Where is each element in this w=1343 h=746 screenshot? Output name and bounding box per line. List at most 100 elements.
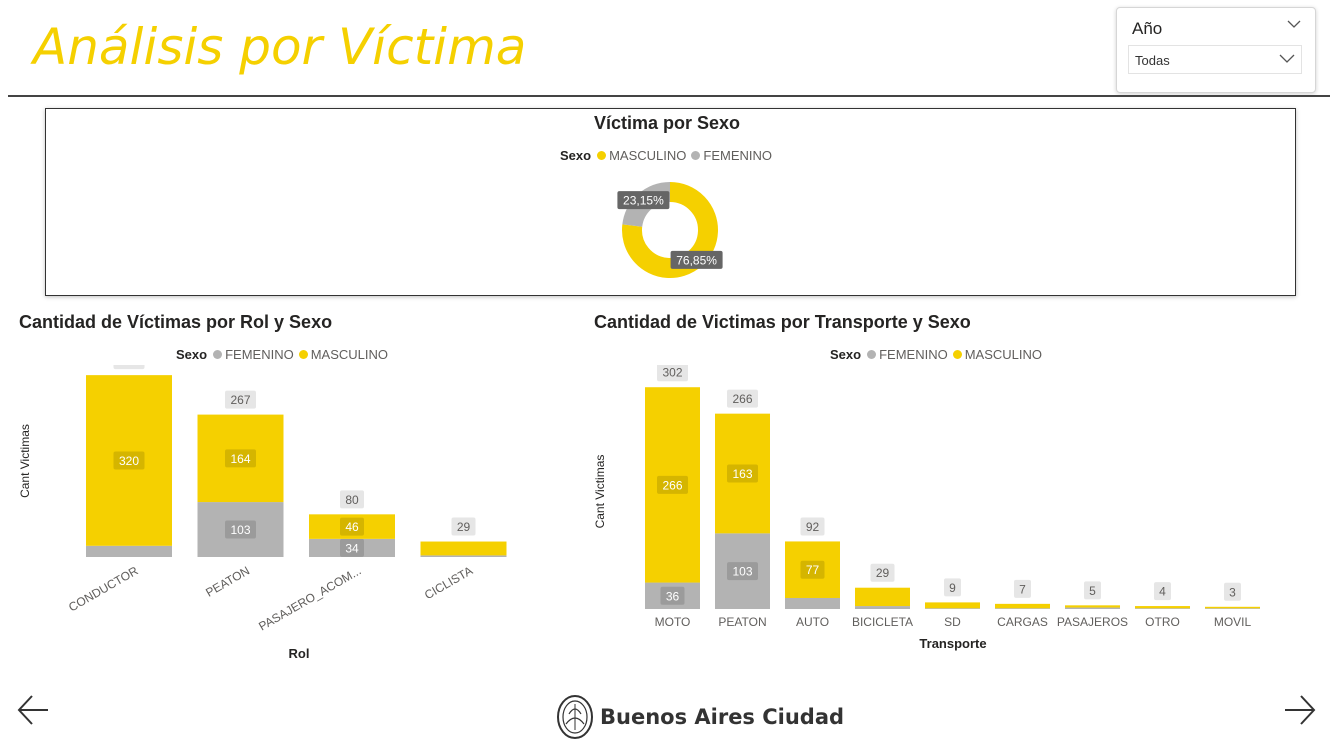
bar-segment-masculino[interactable]: [309, 514, 395, 539]
svg-text:29: 29: [876, 566, 890, 580]
bar-segment-femenino[interactable]: [1205, 608, 1260, 609]
data-label: 164: [225, 449, 256, 468]
total-label: 266: [727, 389, 758, 408]
year-slicer[interactable]: Año Todas: [1116, 7, 1316, 93]
bar-segment-femenino[interactable]: [645, 582, 700, 609]
bar-segment-femenino[interactable]: [197, 502, 284, 557]
bar-segment-masculino[interactable]: [645, 387, 700, 583]
data-label: 46: [340, 517, 364, 536]
legend-item-femenino[interactable]: FEMENINO: [213, 347, 294, 362]
svg-text:103: 103: [732, 565, 752, 579]
x-tick-label: PASAJEROS: [1057, 615, 1128, 629]
title-divider: [8, 95, 1330, 97]
total-label: 80: [340, 490, 364, 509]
legend-label: MASCULINO: [310, 347, 388, 362]
legend-label: FEMENINO: [703, 148, 772, 163]
svg-text:266: 266: [732, 392, 752, 406]
svg-text:341: 341: [119, 365, 139, 368]
bar-segment-femenino[interactable]: [785, 597, 840, 609]
bar-segment-femenino[interactable]: [86, 545, 172, 557]
bar-segment-femenino[interactable]: [995, 608, 1050, 609]
total-label: 4: [1154, 582, 1171, 601]
bar-segment-femenino[interactable]: [925, 608, 980, 609]
logo-text: Buenos Aires Ciudad: [600, 705, 845, 729]
legend-label: FEMENINO: [225, 347, 294, 362]
page-title: Análisis por Víctima: [33, 18, 527, 76]
slicer-selected-value: Todas: [1135, 53, 1170, 68]
bar-segment-masculino[interactable]: [925, 602, 980, 609]
svg-text:80: 80: [345, 493, 359, 507]
x-tick-label: BICICLETA: [852, 615, 913, 629]
legend-item-femenino[interactable]: FEMENINO: [691, 148, 772, 163]
slicer-title: Año: [1132, 19, 1163, 38]
svg-text:76,85%: 76,85%: [676, 253, 717, 267]
legend-label: MASCULINO: [964, 347, 1042, 362]
bar-segment-masculino[interactable]: [1135, 606, 1190, 609]
svg-text:29: 29: [457, 520, 471, 534]
chevron-down-icon[interactable]: [1287, 18, 1301, 30]
legend-item-masculino[interactable]: MASCULINO: [597, 148, 686, 163]
bar-segment-femenino[interactable]: [855, 606, 910, 609]
total-label: 29: [870, 563, 895, 582]
svg-text:103: 103: [230, 523, 250, 537]
bar-segment-femenino[interactable]: [1135, 608, 1190, 609]
total-label: 9: [944, 578, 961, 597]
data-label: 34: [340, 538, 364, 557]
x-tick-label: PEATON: [203, 563, 252, 599]
bar-segment-femenino[interactable]: [309, 538, 395, 557]
data-label: 163: [727, 464, 758, 483]
svg-text:320: 320: [119, 454, 139, 468]
svg-text:266: 266: [662, 478, 682, 492]
y-axis-label: Cant Victimas: [18, 424, 32, 498]
sexo-chart-legend: Sexo MASCULINO FEMENINO: [560, 148, 777, 163]
total-label: 5: [1084, 581, 1101, 600]
data-label: 36: [660, 586, 685, 605]
svg-text:77: 77: [806, 563, 820, 577]
total-label: 7: [1014, 579, 1031, 598]
svg-text:164: 164: [230, 452, 250, 466]
legend-item-masculino[interactable]: MASCULINO: [298, 347, 388, 362]
slicer-dropdown[interactable]: Todas: [1128, 45, 1302, 74]
svg-text:46: 46: [345, 520, 359, 534]
data-label: 103: [727, 562, 758, 581]
bar-segment-masculino[interactable]: [1065, 605, 1120, 608]
bar-segment-masculino[interactable]: [995, 603, 1050, 609]
bar-segment-masculino[interactable]: [420, 541, 507, 556]
data-label: 320: [113, 451, 145, 470]
data-label: 77: [800, 560, 825, 579]
legend-item-masculino[interactable]: MASCULINO: [952, 347, 1042, 362]
svg-text:5: 5: [1089, 584, 1096, 598]
rol-chart-legend: Sexo FEMENINO MASCULINO: [176, 347, 393, 362]
arrow-left-icon[interactable]: [16, 693, 50, 727]
arrow-right-icon[interactable]: [1283, 693, 1317, 727]
svg-text:302: 302: [662, 366, 682, 380]
x-tick-label: PASAJERO_ACOM...: [256, 563, 363, 633]
svg-text:267: 267: [230, 393, 250, 407]
bar-segment-masculino[interactable]: [855, 587, 910, 607]
legend-item-femenino[interactable]: FEMENINO: [867, 347, 948, 362]
city-logo: Buenos Aires Ciudad: [556, 694, 844, 740]
bar-segment-masculino[interactable]: [197, 414, 284, 503]
total-label: 92: [800, 517, 825, 536]
total-label: 3: [1224, 582, 1241, 601]
sexo-donut-chart: 76,85% 23,15%: [617, 182, 723, 278]
bar-segment-femenino[interactable]: [420, 555, 507, 557]
bar-segment-masculino[interactable]: [785, 541, 840, 598]
legend-title: Sexo: [830, 347, 862, 362]
donut-label-masculino: 76,85%: [670, 250, 723, 269]
transporte-bar-chart: Cant Victimas Transporte 36 266 302 MOTO 103 16…: [593, 365, 1260, 651]
total-label: 267: [225, 390, 256, 409]
donut-label-femenino: 23,15%: [617, 191, 670, 210]
total-label: 302: [657, 365, 688, 382]
bar-segment-masculino[interactable]: [1205, 606, 1260, 609]
bar-segment-masculino[interactable]: [86, 375, 172, 546]
bar-segment-masculino[interactable]: [715, 413, 770, 534]
bar-segment-femenino[interactable]: [715, 533, 770, 609]
chevron-down-icon[interactable]: [1279, 52, 1295, 64]
x-tick-label: OTRO: [1145, 615, 1180, 629]
x-tick-label: MOVIL: [1214, 615, 1252, 629]
transporte-chart-legend: Sexo FEMENINO MASCULINO: [830, 347, 1047, 362]
svg-text:34: 34: [345, 541, 359, 555]
bar-segment-femenino[interactable]: [1065, 607, 1120, 609]
sexo-chart-title: Víctima por Sexo: [594, 113, 741, 133]
